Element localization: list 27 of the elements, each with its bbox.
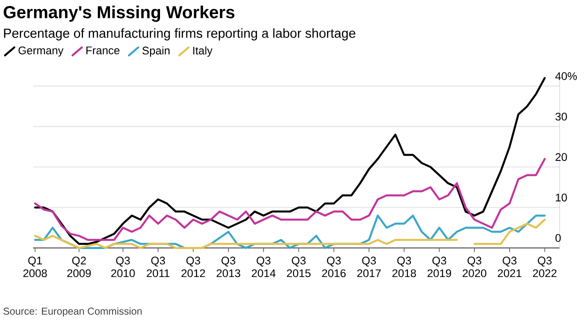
x-tick-label: Q3 2019: [428, 256, 452, 278]
legend-label: Germany: [18, 46, 64, 57]
y-tick-label: 20: [556, 153, 567, 161]
x-tick-label: Q3 2012: [182, 256, 206, 278]
x-tick-label: Q3 2010: [111, 256, 135, 278]
x-tick-label: Q3 2016: [322, 256, 346, 278]
legend-label: France: [86, 46, 120, 54]
x-tick-label: Q2 2009: [67, 256, 91, 278]
chart-title: Germany's Missing Workers: [4, 6, 234, 22]
source-note: Source: European Commission: [3, 307, 142, 317]
x-tick-label: Q3 2020: [462, 256, 486, 278]
x-tick-label: Q3 2015: [286, 256, 311, 278]
y-tick-label: 10: [556, 194, 567, 202]
x-tick-label: Q3 2011: [146, 256, 170, 278]
legend-label: Spain: [142, 46, 170, 57]
chart-subtitle: Percentage of manufacturing firms reporting a labor shortage: [4, 28, 356, 40]
x-tick-label: Q3 2013: [216, 256, 240, 278]
x-tick-label: Q3 2014: [252, 256, 276, 278]
y-tick-label: 0: [555, 234, 561, 242]
x-tick-label: Q3 2021: [498, 256, 522, 278]
x-tick-label: Q3 2022: [532, 256, 556, 278]
x-tick-label: Q1 2008: [23, 256, 47, 278]
y-tick-label: 40%: [555, 72, 577, 80]
legend-label: Italy: [193, 46, 212, 57]
x-tick-label: Q3 2017: [357, 256, 381, 278]
y-tick-label: 30: [555, 112, 567, 121]
x-tick-label: Q3 2018: [392, 256, 416, 278]
